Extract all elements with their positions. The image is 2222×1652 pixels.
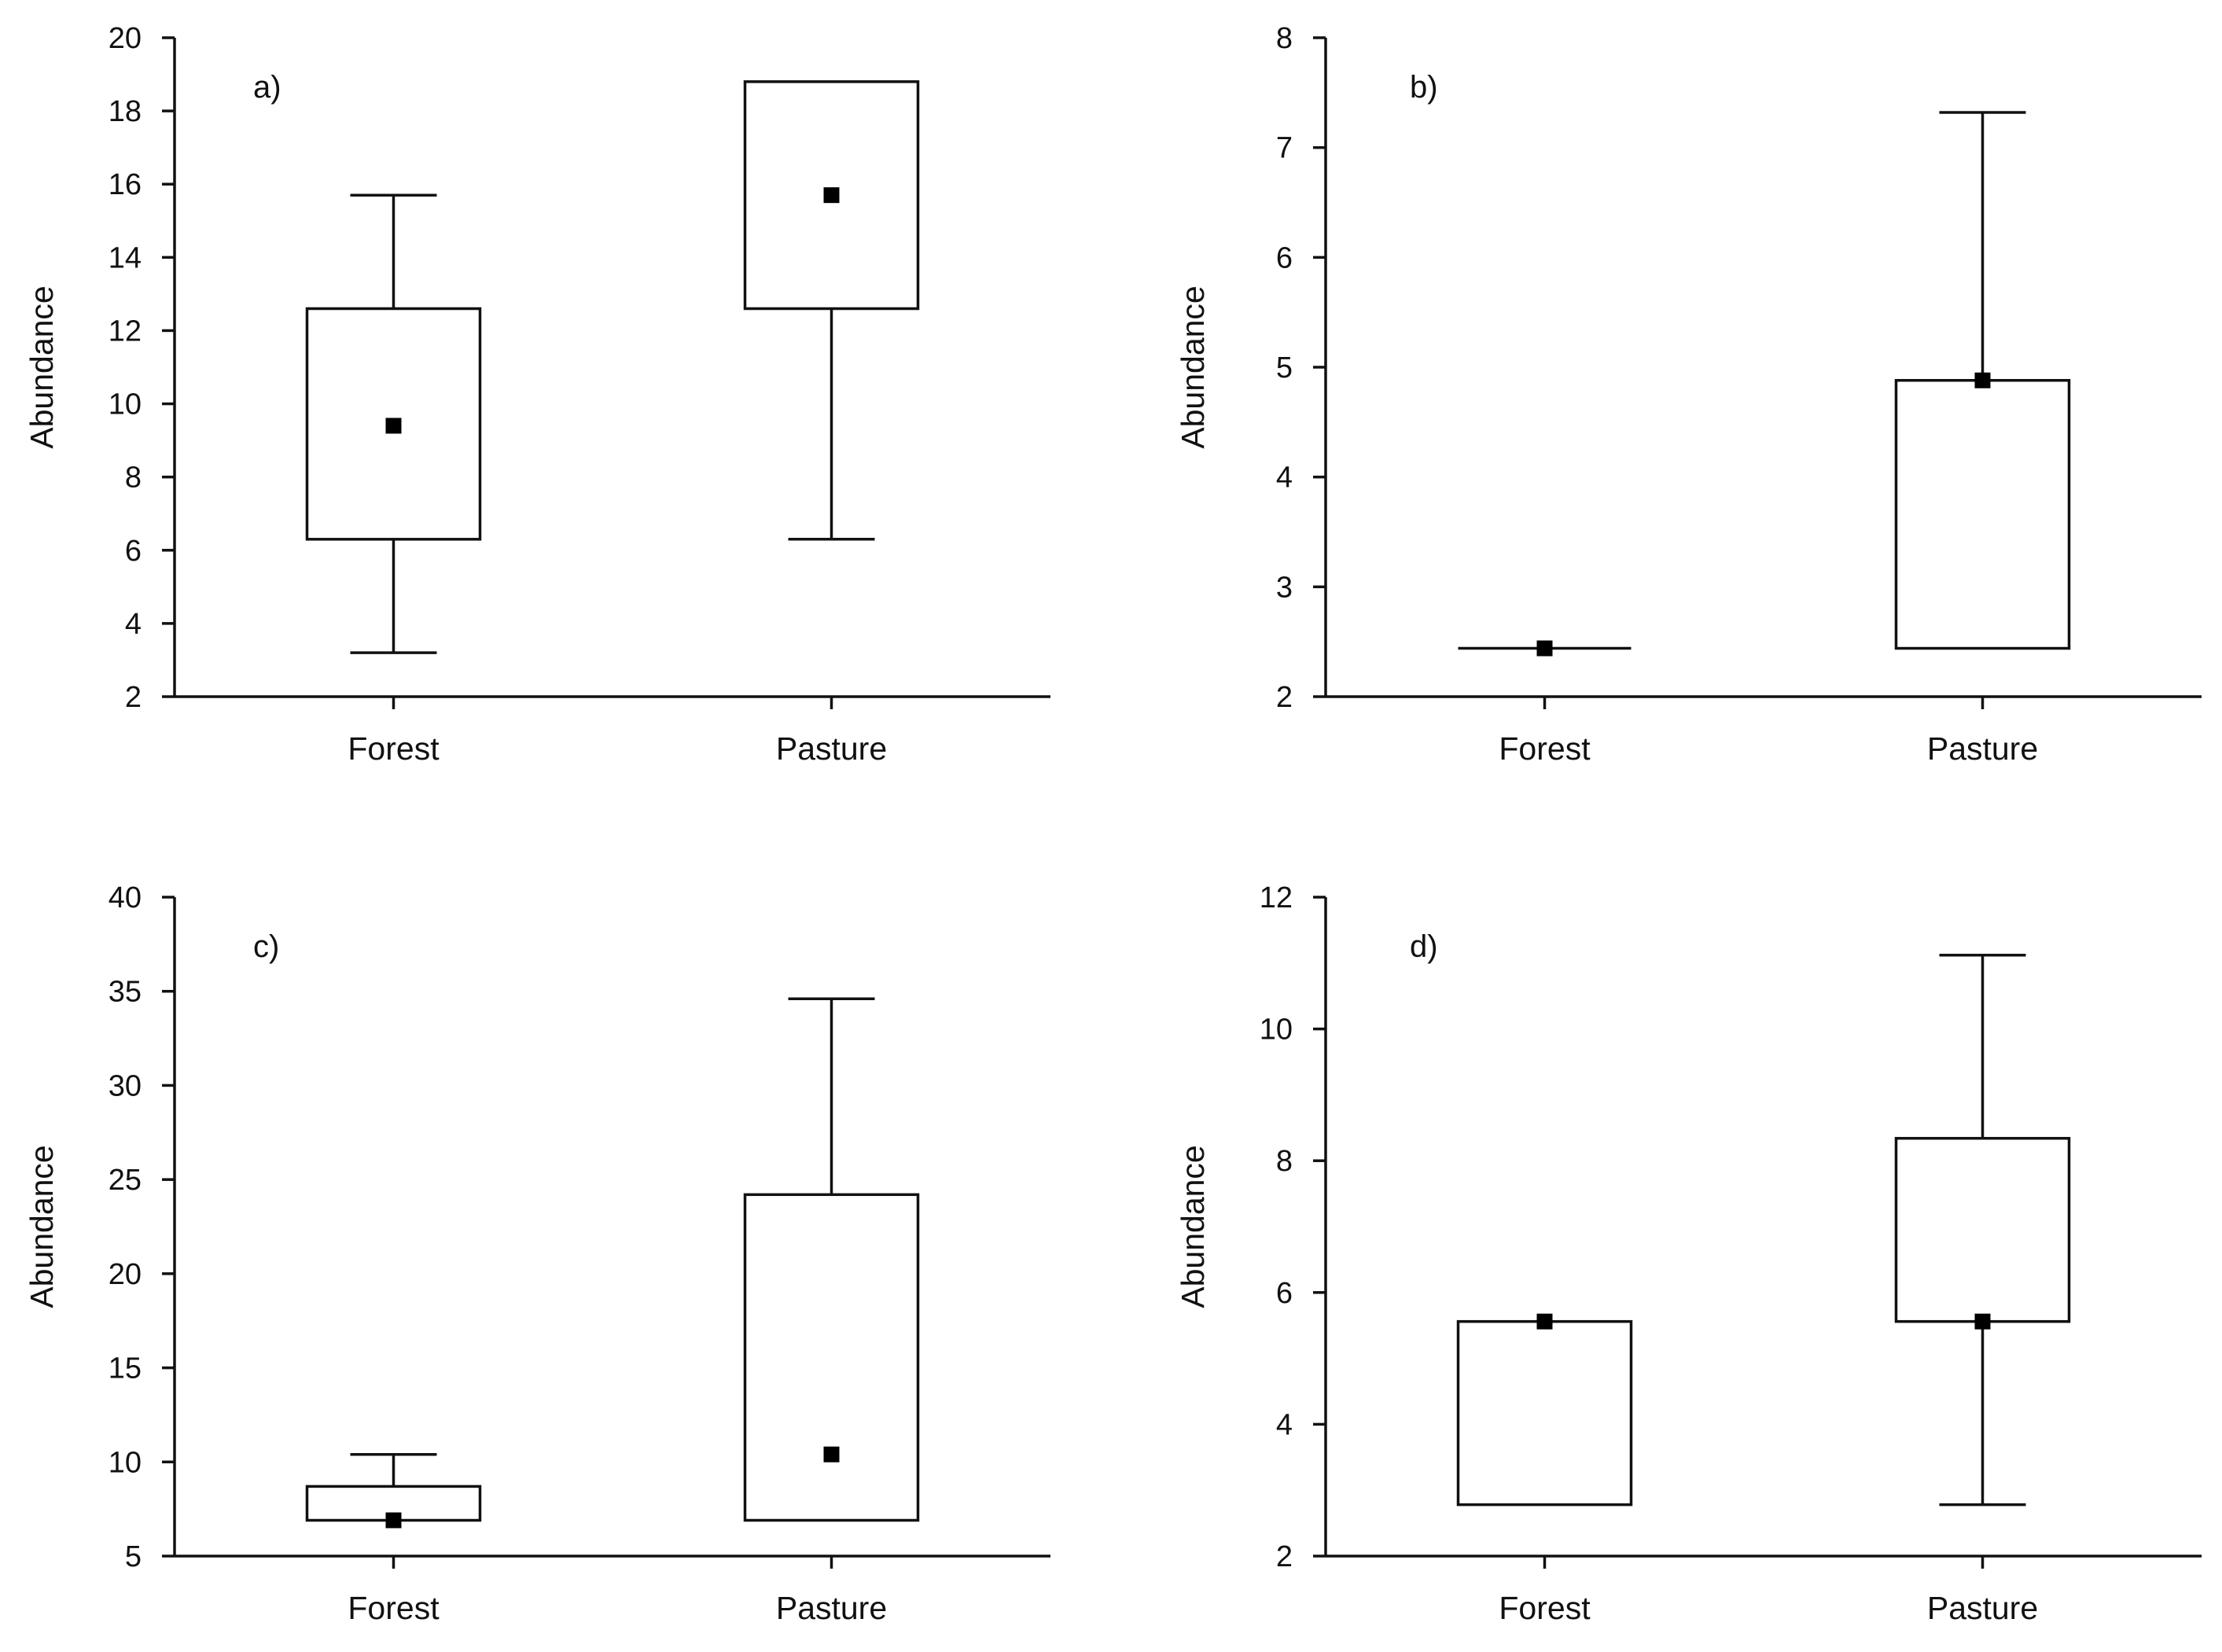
y-tick-label: 12 bbox=[1260, 881, 1293, 914]
box-pasture bbox=[743, 80, 920, 541]
y-tick-label: 2 bbox=[125, 681, 142, 714]
box-pasture bbox=[743, 997, 920, 1522]
box-forest bbox=[1456, 1313, 1633, 1507]
box-rect bbox=[305, 1485, 482, 1522]
y-tick-label: 10 bbox=[1260, 1014, 1293, 1047]
x-category-label: Forest bbox=[348, 1590, 440, 1626]
mean-point-marker bbox=[823, 1446, 840, 1463]
y-tick-label: 25 bbox=[109, 1164, 142, 1197]
mean-point-marker bbox=[823, 187, 840, 204]
y-tick-label: 40 bbox=[109, 881, 142, 914]
x-category-label: Pasture bbox=[776, 730, 887, 767]
y-axis-label: Abundance bbox=[24, 1145, 60, 1308]
y-tick-label: 8 bbox=[125, 462, 142, 495]
y-tick-label: 4 bbox=[1276, 1408, 1293, 1441]
panel-label: b) bbox=[1410, 70, 1438, 105]
y-tick-label: 30 bbox=[109, 1069, 142, 1102]
y-tick-label: 3 bbox=[1276, 571, 1293, 604]
y-tick-label: 35 bbox=[109, 976, 142, 1009]
x-category-label: Pasture bbox=[1927, 1590, 2038, 1626]
y-tick-label: 5 bbox=[125, 1540, 142, 1573]
x-category-label: Forest bbox=[348, 730, 440, 767]
y-axis-label: Abundance bbox=[24, 285, 60, 448]
mean-point-marker bbox=[385, 1512, 402, 1529]
y-tick-label: 2 bbox=[1276, 681, 1293, 714]
y-tick-label: 18 bbox=[109, 95, 142, 128]
y-tick-label: 8 bbox=[1276, 22, 1293, 55]
mean-point-marker bbox=[1536, 640, 1553, 657]
x-category-label: Pasture bbox=[1927, 730, 2038, 767]
box-forest bbox=[305, 193, 482, 654]
y-axis-label: Abundance bbox=[1175, 1145, 1211, 1308]
panel-b: 2 3 4 5 6 7 8 Forest Pasture Abundance b) bbox=[1175, 22, 2202, 767]
panel-label: c) bbox=[253, 929, 279, 964]
y-tick-label: 6 bbox=[125, 535, 142, 568]
y-tick-label: 10 bbox=[109, 1446, 142, 1479]
panel-c: 5 10 15 20 25 30 35 40 Forest Pasture Abundance c) bbox=[24, 881, 1050, 1626]
y-tick-label: 6 bbox=[1276, 1277, 1293, 1310]
y-tick-label: 5 bbox=[1276, 351, 1293, 384]
panel-d: 2 4 6 8 10 12 Forest Pasture Abundance d) bbox=[1175, 881, 2202, 1626]
box-pasture bbox=[1894, 953, 2071, 1507]
box-forest bbox=[1458, 640, 1632, 657]
mean-point-marker bbox=[1536, 1313, 1553, 1330]
box-rect bbox=[1894, 379, 2071, 650]
box-rect bbox=[743, 1193, 920, 1522]
y-tick-label: 8 bbox=[1276, 1145, 1293, 1178]
y-tick-label: 2 bbox=[1276, 1540, 1293, 1573]
mean-point-marker bbox=[1974, 372, 1991, 388]
mean-point-marker bbox=[1974, 1313, 1991, 1330]
panel-a: 2 4 6 8 10 12 14 16 18 20 Forest Pasture Abundance a) bbox=[24, 22, 1050, 767]
y-tick-label: 12 bbox=[109, 315, 142, 348]
y-tick-label: 14 bbox=[109, 241, 142, 274]
panel-label: a) bbox=[253, 70, 281, 105]
x-category-label: Forest bbox=[1499, 1590, 1591, 1626]
box-forest bbox=[305, 1452, 482, 1529]
y-tick-label: 4 bbox=[125, 608, 142, 641]
y-tick-label: 6 bbox=[1276, 241, 1293, 274]
mean-point-marker bbox=[385, 418, 402, 434]
y-tick-label: 15 bbox=[109, 1352, 142, 1385]
y-tick-label: 10 bbox=[109, 388, 142, 421]
x-category-label: Pasture bbox=[776, 1590, 887, 1626]
box-pasture bbox=[1894, 111, 2071, 650]
panel-label: d) bbox=[1410, 929, 1438, 964]
y-axis-label: Abundance bbox=[1175, 285, 1211, 448]
y-tick-label: 20 bbox=[109, 1258, 142, 1291]
y-tick-label: 16 bbox=[109, 168, 142, 201]
box-rect bbox=[1456, 1319, 1633, 1507]
y-tick-label: 7 bbox=[1276, 132, 1293, 165]
box-rect bbox=[1894, 1136, 2071, 1323]
x-category-label: Forest bbox=[1499, 730, 1591, 767]
y-tick-label: 4 bbox=[1276, 462, 1293, 495]
y-tick-label: 20 bbox=[109, 22, 142, 55]
